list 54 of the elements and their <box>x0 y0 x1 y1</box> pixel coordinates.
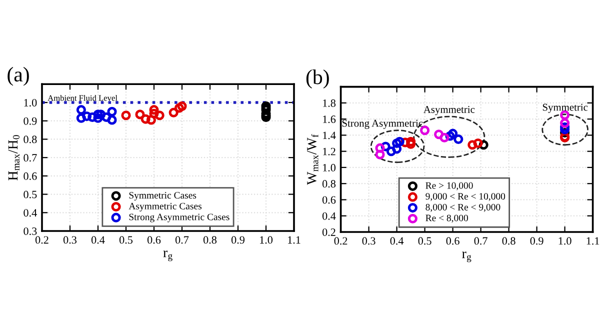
y-tick-label: 0.8 <box>322 180 336 188</box>
y-tick-label: 0.4 <box>322 212 336 220</box>
chart-title: (a) <box>8 66 29 86</box>
y-tick-label: 0.7 <box>24 154 37 162</box>
y-tick-label: 0.4 <box>24 209 37 217</box>
x-tick-label: 0.4 <box>390 237 404 245</box>
x-tick-label: 0.3 <box>63 236 77 244</box>
x-tick-label: 0.7 <box>175 236 189 244</box>
annotation: Symmetric <box>542 104 588 113</box>
y-tick-label: 1.8 <box>323 99 336 107</box>
legend-label: Strong Asymmetric Cases <box>129 214 230 222</box>
x-tick-label: 0.7 <box>474 237 488 245</box>
x-axis-title: r$_{g}$ <box>163 250 172 262</box>
y-tick-label: 0.8 <box>24 136 37 144</box>
y-tick-label: 1.0 <box>24 98 37 107</box>
x-tick-label: 0.2 <box>35 236 48 244</box>
x-tick-label: 0.6 <box>147 236 161 244</box>
legend-label: Re > 10,000 <box>426 182 473 190</box>
annotation: Strong Asymmetric <box>342 120 423 129</box>
y-tick-label: 1.2 <box>323 148 336 156</box>
y-tick-label: 0.9 <box>24 117 37 125</box>
legend-label: Asymmetric Cases <box>128 202 202 212</box>
x-tick-label: 1.1 <box>586 237 600 245</box>
y-tick-label: 0.2 <box>322 228 336 236</box>
y-tick-label: 1.6 <box>323 116 336 124</box>
y-tick-label: 0.3 <box>24 227 37 236</box>
x-tick-label: 1.0 <box>260 236 273 244</box>
y-tick-label: 1.0 <box>323 164 336 172</box>
x-tick-label: 0.5 <box>418 237 432 245</box>
y-axis-title: H$_{max}$/H$_{0}$ <box>8 135 20 180</box>
y-tick-label: 1.4 <box>323 132 336 140</box>
legend-label: 8,000 < Re < 9,000 <box>426 204 500 212</box>
legend-label: Symmetric Cases <box>129 192 196 201</box>
x-tick-label: 0.5 <box>119 236 133 244</box>
x-tick-label: 0.3 <box>362 237 376 245</box>
y-tick-label: 0.6 <box>24 172 37 180</box>
x-tick-label: 0.2 <box>334 237 348 245</box>
x-tick-label: 1.1 <box>288 236 300 244</box>
legend-label: Re < 8,000 <box>426 214 468 223</box>
x-tick-label: 0.8 <box>502 237 516 245</box>
ref-line-label: Ambient Fluid Level <box>48 94 118 101</box>
x-tick-label: 1.0 <box>558 237 572 245</box>
chart-title: (b) <box>306 70 329 88</box>
x-tick-label: 0.9 <box>231 236 244 244</box>
y-tick-label: 0.5 <box>24 190 37 198</box>
x-tick-label: 0.6 <box>446 237 460 245</box>
x-axis-title: r$_{g}$ <box>462 252 472 262</box>
y-tick-label: 0.6 <box>322 196 336 204</box>
x-tick-label: 0.9 <box>530 237 544 245</box>
x-tick-label: 0.4 <box>91 236 105 244</box>
annotation: Asymmetric <box>424 106 475 116</box>
legend-label: 9,000 < Re < 10,000 <box>426 193 506 202</box>
y-axis-title: W$_{max}$/W$_{f}$ <box>307 134 318 185</box>
x-tick-label: 0.8 <box>203 236 217 244</box>
